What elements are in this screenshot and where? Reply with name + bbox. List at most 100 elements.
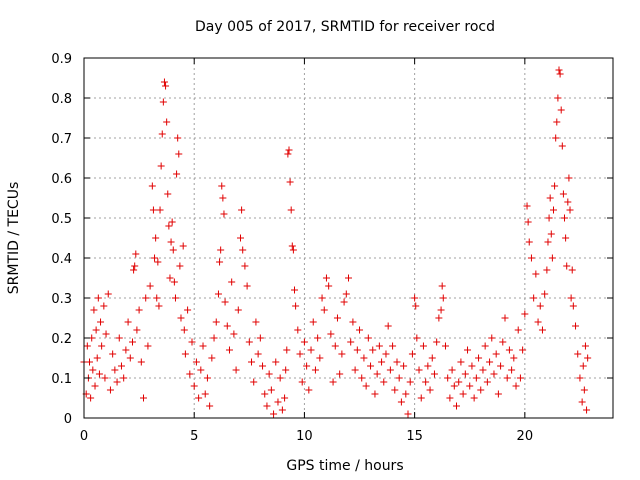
data-point [457,358,465,366]
data-point [510,354,518,362]
data-point [133,326,141,334]
data-point [525,238,533,246]
x-tick-label: 20 [517,429,534,444]
data-point [437,306,445,314]
data-point [543,266,551,274]
data-point [104,290,112,298]
data-point [288,242,296,250]
data-point [278,406,286,414]
data-point [298,378,306,386]
data-point [137,358,145,366]
data-point [156,206,164,214]
data-point [228,278,236,286]
data-point [87,394,95,402]
data-point [157,162,165,170]
data-point [135,306,143,314]
data-point [367,362,375,370]
x-axis-label: GPS time / hours [286,458,403,474]
data-point [583,406,591,414]
data-point [574,350,582,358]
data-point [439,294,447,302]
data-point [547,230,555,238]
y-axis-label: SRMTID / TECUs [6,182,22,295]
data-point [91,382,99,390]
data-point [223,322,231,330]
data-point [148,182,156,190]
data-point [285,146,293,154]
data-point [218,182,226,190]
data-point [282,366,290,374]
data-point [163,118,171,126]
data-point [417,394,425,402]
data-point [569,302,577,310]
data-point [162,82,170,90]
data-point [131,262,139,270]
data-point [400,362,408,370]
data-point [238,206,246,214]
data-point [505,346,513,354]
data-point [553,118,561,126]
data-point [113,378,121,386]
y-tick-label: 0 [64,412,72,427]
data-point [274,398,282,406]
data-point [579,362,587,370]
data-point [349,318,357,326]
data-point [580,386,588,394]
data-point [199,342,207,350]
data-point [154,258,162,266]
data-point [549,206,557,214]
data-point [530,294,538,302]
data-point [166,274,174,282]
data-point [177,314,185,322]
data-point [572,322,580,330]
data-point [322,274,330,282]
data-point [180,326,188,334]
data-point [545,214,553,222]
data-point [153,294,161,302]
data-point [512,382,520,390]
data-point [212,318,220,326]
data-point [272,358,280,366]
data-point [309,318,317,326]
data-point [481,342,489,350]
data-point [176,262,184,270]
data-point [230,330,238,338]
data-point [259,362,267,370]
data-point [128,338,136,346]
data-point [426,386,434,394]
data-point [444,374,452,382]
data-point [287,206,295,214]
data-point [126,354,134,362]
data-point [201,390,209,398]
data-point [265,370,273,378]
data-point [220,210,228,218]
data-point [555,66,563,74]
data-point [345,274,352,282]
data-point [402,390,410,398]
data-point [404,410,412,418]
data-point [356,326,364,334]
data-point [225,346,233,354]
data-point [538,326,546,334]
data-point [86,358,94,366]
data-point [524,218,532,226]
data-point [168,218,176,226]
data-point [559,190,567,198]
data-point [527,254,535,262]
data-point [468,362,476,370]
data-point [435,314,443,322]
grid-layer [84,58,613,418]
data-point [109,350,117,358]
data-point [362,382,370,390]
data-point [424,362,432,370]
data-point [446,394,454,402]
y-tick-label: 0.7 [51,132,72,147]
data-point [380,378,388,386]
data-point [563,262,571,270]
data-point [340,298,348,306]
data-point [164,190,172,198]
data-point [130,266,138,274]
data-point [120,374,128,382]
data-point [144,342,152,350]
y-tick-label: 0.6 [51,172,72,187]
